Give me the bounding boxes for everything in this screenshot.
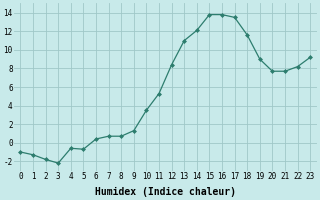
X-axis label: Humidex (Indice chaleur): Humidex (Indice chaleur)	[95, 186, 236, 197]
